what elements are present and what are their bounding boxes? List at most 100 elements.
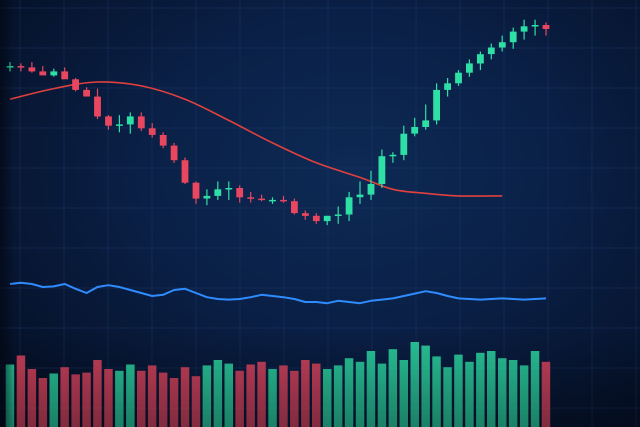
volume-bar — [27, 369, 37, 427]
volume-bar — [180, 367, 190, 427]
volume-bar — [454, 354, 463, 427]
volume-bars — [5, 342, 551, 427]
candle-body — [411, 127, 419, 134]
volume-bar — [530, 351, 540, 427]
candle-body — [444, 83, 451, 90]
candle-up — [334, 206, 342, 224]
candle-down — [159, 132, 167, 149]
candle-up — [367, 170, 375, 200]
candle-body — [422, 120, 430, 127]
candle-body — [509, 31, 517, 43]
candle-body — [302, 213, 309, 216]
candle-body — [247, 197, 255, 199]
candle-up — [356, 181, 364, 204]
volume-bar — [443, 367, 452, 427]
volume-bar — [191, 376, 201, 427]
volume-bar — [158, 372, 168, 427]
oscillator-line — [9, 281, 547, 305]
candle-body — [433, 89, 440, 121]
candle-down — [312, 213, 320, 224]
candle-body — [334, 214, 342, 216]
volume-bar — [508, 360, 518, 427]
volume-bar — [312, 363, 321, 427]
candle-body — [367, 184, 375, 195]
candle-down — [83, 87, 90, 97]
volume-bar — [399, 360, 408, 427]
volume-bar — [333, 365, 343, 427]
candle-up — [477, 51, 484, 71]
moving-average-layer — [9, 81, 503, 197]
candle-up — [411, 117, 419, 137]
candle-body — [192, 182, 200, 199]
candle-body — [477, 54, 484, 64]
candle-up — [498, 35, 506, 52]
candle-body — [214, 189, 222, 196]
volume-bar — [104, 369, 113, 427]
candle-body — [61, 71, 69, 80]
candle-up — [323, 215, 331, 226]
candle-body — [83, 89, 90, 97]
volume-bar — [344, 358, 354, 427]
volume-bar — [169, 378, 179, 427]
candle-body — [126, 116, 134, 125]
candle-body — [487, 47, 495, 55]
candle-down — [105, 115, 112, 130]
candle-body — [312, 215, 320, 222]
candle-down — [291, 198, 298, 215]
volume-bar — [377, 363, 387, 427]
candle-body — [50, 71, 58, 76]
candle-body — [466, 63, 473, 73]
candle-body — [28, 67, 36, 72]
candle-up — [116, 115, 123, 133]
volume-bar — [257, 361, 266, 427]
candle-up — [50, 68, 58, 77]
volume-bar — [498, 358, 507, 427]
candle-up — [378, 149, 386, 188]
volume-bar — [301, 360, 310, 427]
candle-body — [455, 72, 462, 84]
volume-bar — [38, 378, 48, 427]
candle-body — [280, 199, 287, 202]
candle-up — [433, 83, 440, 125]
candle-body — [400, 133, 408, 155]
volume-bar — [366, 351, 376, 427]
volume-bar — [49, 373, 58, 427]
volume-bar — [5, 364, 15, 427]
volume-bar — [71, 374, 80, 427]
volume-bar — [126, 364, 135, 427]
candle-up — [455, 70, 462, 86]
candle-up — [6, 62, 14, 72]
candle-down — [72, 78, 79, 92]
candle-body — [291, 201, 298, 214]
volume-bar — [410, 342, 419, 427]
candle-up — [422, 104, 430, 130]
volume-bar — [541, 361, 551, 427]
volume-bar — [432, 356, 441, 427]
candle-up — [520, 19, 528, 40]
candle-body — [203, 195, 211, 199]
candle-body — [531, 25, 539, 27]
candle-body — [378, 156, 386, 184]
candle-body — [498, 42, 506, 48]
candle-body — [258, 198, 265, 201]
oscillator-panel — [9, 281, 547, 305]
volume-bar — [202, 365, 212, 427]
candle-down — [542, 22, 550, 36]
volume-bar — [268, 369, 277, 427]
volume-bar — [213, 360, 223, 427]
volume-bar — [487, 351, 496, 427]
candle-up — [214, 181, 222, 200]
candle-down — [137, 112, 145, 131]
candle-down — [61, 67, 69, 80]
candle-down — [247, 191, 255, 203]
candle-body — [72, 79, 79, 90]
candle-up — [126, 112, 134, 134]
candle-body — [323, 215, 331, 222]
candle-up — [466, 59, 473, 77]
candle-up — [531, 19, 539, 36]
volume-bar — [246, 364, 255, 427]
volume-bar — [465, 361, 474, 427]
candle-body — [116, 124, 123, 126]
candle-down — [39, 66, 47, 76]
